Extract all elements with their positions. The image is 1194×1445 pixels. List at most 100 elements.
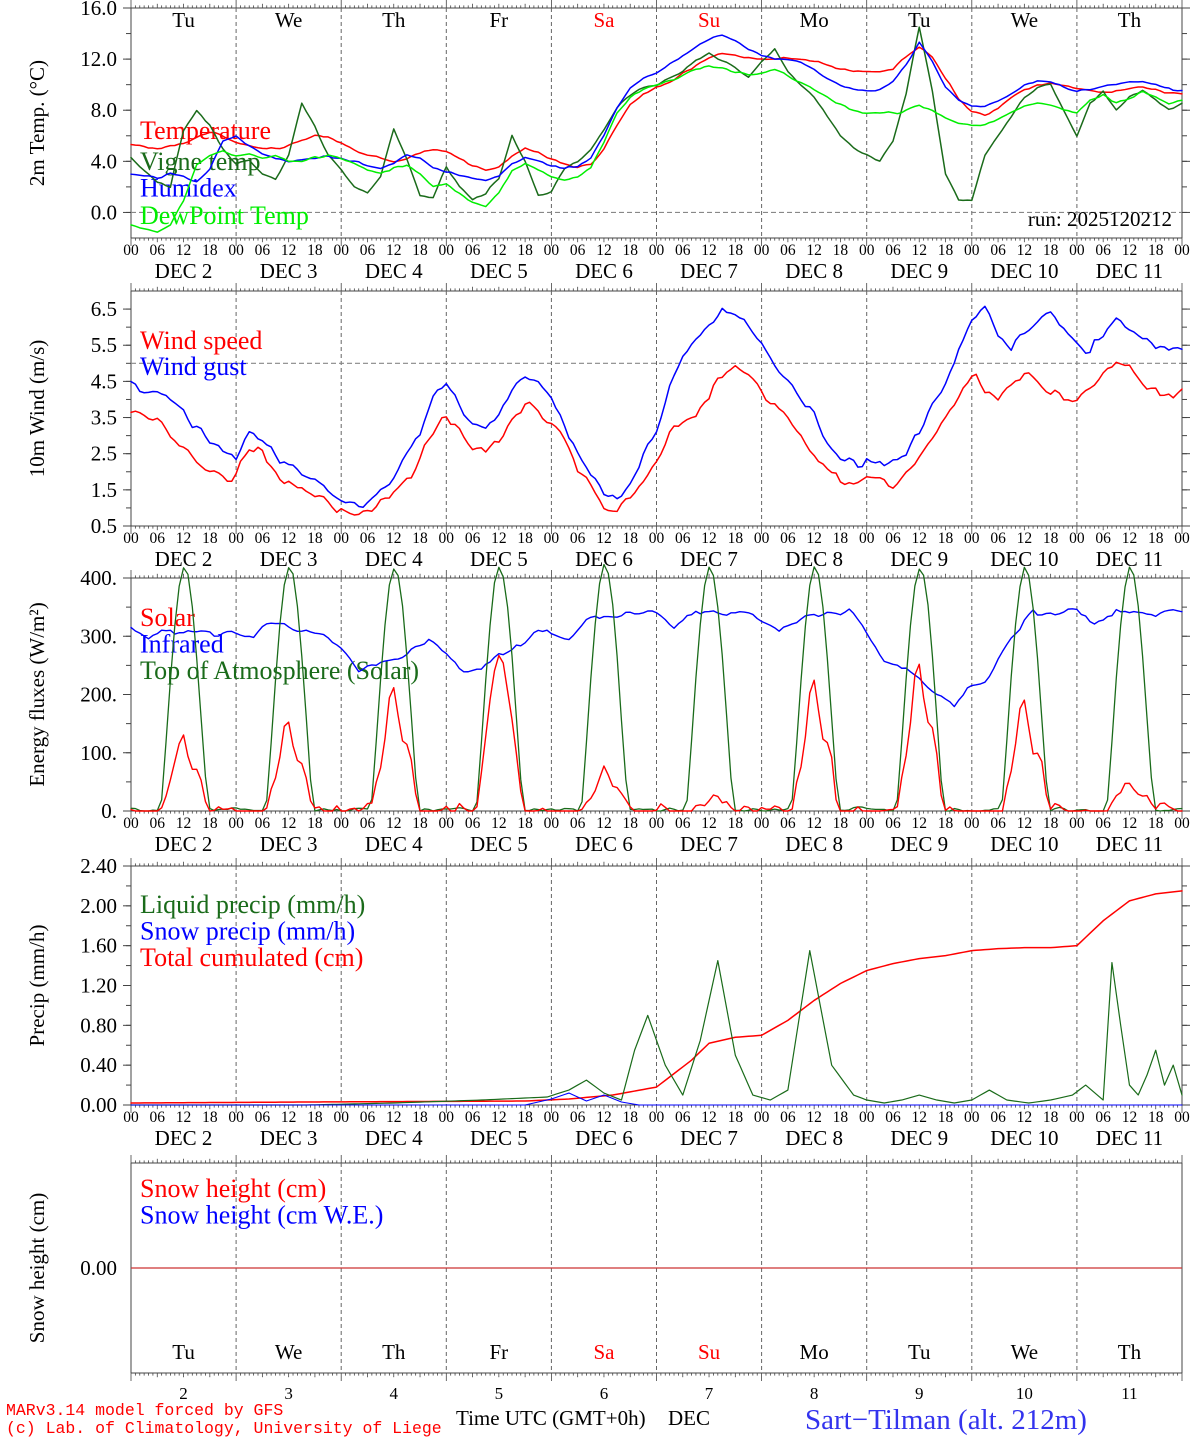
svg-text:12: 12 bbox=[912, 242, 928, 259]
svg-text:00: 00 bbox=[964, 242, 980, 259]
svg-text:06: 06 bbox=[360, 815, 376, 832]
svg-text:18: 18 bbox=[202, 1109, 218, 1126]
svg-text:Snow precip (mm/h): Snow precip (mm/h) bbox=[140, 917, 355, 946]
svg-text:06: 06 bbox=[990, 530, 1006, 547]
svg-text:12: 12 bbox=[1017, 530, 1033, 547]
svg-text:DewPoint Temp: DewPoint Temp bbox=[140, 201, 309, 230]
svg-text:DEC 7: DEC 7 bbox=[680, 1126, 738, 1150]
svg-text:00: 00 bbox=[228, 815, 244, 832]
svg-text:11: 11 bbox=[1121, 1384, 1137, 1403]
svg-text:18: 18 bbox=[307, 1109, 323, 1126]
svg-text:18: 18 bbox=[412, 242, 428, 259]
svg-text:16.0: 16.0 bbox=[80, 0, 117, 20]
svg-text:06: 06 bbox=[570, 242, 586, 259]
svg-text:Energy fluxes (W/m²): Energy fluxes (W/m²) bbox=[25, 602, 49, 786]
svg-text:00: 00 bbox=[859, 530, 875, 547]
svg-text:18: 18 bbox=[622, 242, 638, 259]
svg-text:0.: 0. bbox=[101, 799, 117, 823]
svg-text:Th: Th bbox=[1118, 8, 1142, 32]
svg-text:18: 18 bbox=[1043, 242, 1059, 259]
svg-text:06: 06 bbox=[1095, 242, 1111, 259]
svg-text:18: 18 bbox=[517, 242, 533, 259]
svg-text:18: 18 bbox=[1043, 530, 1059, 547]
svg-text:Tu: Tu bbox=[172, 8, 195, 32]
svg-text:00: 00 bbox=[333, 530, 349, 547]
svg-text:We: We bbox=[1011, 1340, 1038, 1364]
svg-text:DEC 4: DEC 4 bbox=[365, 832, 423, 856]
svg-text:4: 4 bbox=[390, 1384, 399, 1403]
svg-text:00: 00 bbox=[1174, 815, 1190, 832]
svg-text:06: 06 bbox=[570, 815, 586, 832]
svg-text:12: 12 bbox=[176, 1109, 192, 1126]
svg-text:Snow height (cm W.E.): Snow height (cm W.E.) bbox=[140, 1201, 383, 1230]
svg-text:06: 06 bbox=[780, 242, 796, 259]
svg-text:12: 12 bbox=[912, 815, 928, 832]
svg-text:00: 00 bbox=[754, 1109, 770, 1126]
svg-text:12: 12 bbox=[176, 530, 192, 547]
svg-text:00: 00 bbox=[544, 242, 560, 259]
svg-text:100.: 100. bbox=[80, 741, 117, 765]
svg-text:DEC 2: DEC 2 bbox=[155, 832, 213, 856]
svg-text:06: 06 bbox=[360, 242, 376, 259]
svg-text:06: 06 bbox=[885, 815, 901, 832]
svg-text:18: 18 bbox=[1148, 815, 1164, 832]
svg-text:Fr: Fr bbox=[490, 1340, 509, 1364]
svg-text:06: 06 bbox=[990, 1109, 1006, 1126]
svg-text:06: 06 bbox=[885, 242, 901, 259]
svg-text:18: 18 bbox=[412, 1109, 428, 1126]
svg-text:2.00: 2.00 bbox=[80, 894, 117, 918]
svg-text:12: 12 bbox=[491, 242, 507, 259]
svg-text:00: 00 bbox=[754, 530, 770, 547]
svg-text:0.80: 0.80 bbox=[80, 1013, 117, 1037]
svg-text:0.00: 0.00 bbox=[80, 1256, 117, 1280]
svg-text:00: 00 bbox=[228, 1109, 244, 1126]
svg-text:12: 12 bbox=[596, 242, 612, 259]
svg-text:06: 06 bbox=[465, 815, 481, 832]
svg-text:18: 18 bbox=[1148, 530, 1164, 547]
svg-text:Fr: Fr bbox=[490, 8, 509, 32]
svg-text:00: 00 bbox=[228, 530, 244, 547]
svg-text:12: 12 bbox=[386, 815, 402, 832]
svg-text:DEC 5: DEC 5 bbox=[470, 259, 528, 283]
svg-text:Precip (mm/h): Precip (mm/h) bbox=[25, 925, 49, 1047]
svg-text:12: 12 bbox=[1017, 1109, 1033, 1126]
svg-text:18: 18 bbox=[938, 242, 954, 259]
svg-text:DEC 9: DEC 9 bbox=[890, 832, 948, 856]
svg-text:DEC 3: DEC 3 bbox=[260, 832, 318, 856]
svg-text:06: 06 bbox=[150, 242, 166, 259]
svg-text:Top of Atmosphere (Solar): Top of Atmosphere (Solar) bbox=[140, 656, 419, 685]
svg-text:DEC 2: DEC 2 bbox=[155, 259, 213, 283]
svg-text:DEC 8: DEC 8 bbox=[785, 832, 843, 856]
svg-text:00: 00 bbox=[649, 242, 665, 259]
svg-text:Sart−Tilman (alt. 212m): Sart−Tilman (alt. 212m) bbox=[805, 1404, 1087, 1436]
svg-text:DEC 6: DEC 6 bbox=[575, 832, 633, 856]
svg-text:00: 00 bbox=[544, 530, 560, 547]
svg-text:12: 12 bbox=[596, 815, 612, 832]
svg-text:Snow height (cm): Snow height (cm) bbox=[25, 1193, 49, 1343]
svg-text:Su: Su bbox=[698, 1340, 721, 1364]
svg-text:DEC 11: DEC 11 bbox=[1096, 1126, 1163, 1150]
svg-text:DEC 4: DEC 4 bbox=[365, 1126, 423, 1150]
svg-text:00: 00 bbox=[754, 242, 770, 259]
svg-text:DEC 3: DEC 3 bbox=[260, 259, 318, 283]
svg-text:DEC 3: DEC 3 bbox=[260, 1126, 318, 1150]
svg-text:18: 18 bbox=[938, 815, 954, 832]
svg-text:Tu: Tu bbox=[908, 1340, 931, 1364]
svg-text:10: 10 bbox=[1016, 1384, 1033, 1403]
svg-text:12: 12 bbox=[281, 242, 297, 259]
svg-text:3.5: 3.5 bbox=[91, 406, 117, 430]
svg-text:00: 00 bbox=[859, 242, 875, 259]
svg-text:06: 06 bbox=[360, 530, 376, 547]
svg-text:Sa: Sa bbox=[593, 8, 615, 32]
svg-text:18: 18 bbox=[307, 530, 323, 547]
svg-text:00: 00 bbox=[649, 530, 665, 547]
svg-text:06: 06 bbox=[150, 530, 166, 547]
svg-text:00: 00 bbox=[228, 242, 244, 259]
svg-text:00: 00 bbox=[859, 815, 875, 832]
svg-text:12: 12 bbox=[1122, 242, 1138, 259]
svg-text:Snow height (cm): Snow height (cm) bbox=[140, 1174, 326, 1203]
svg-text:18: 18 bbox=[1148, 242, 1164, 259]
svg-text:DEC 4: DEC 4 bbox=[365, 259, 423, 283]
svg-text:00: 00 bbox=[333, 815, 349, 832]
svg-text:12: 12 bbox=[1122, 815, 1138, 832]
